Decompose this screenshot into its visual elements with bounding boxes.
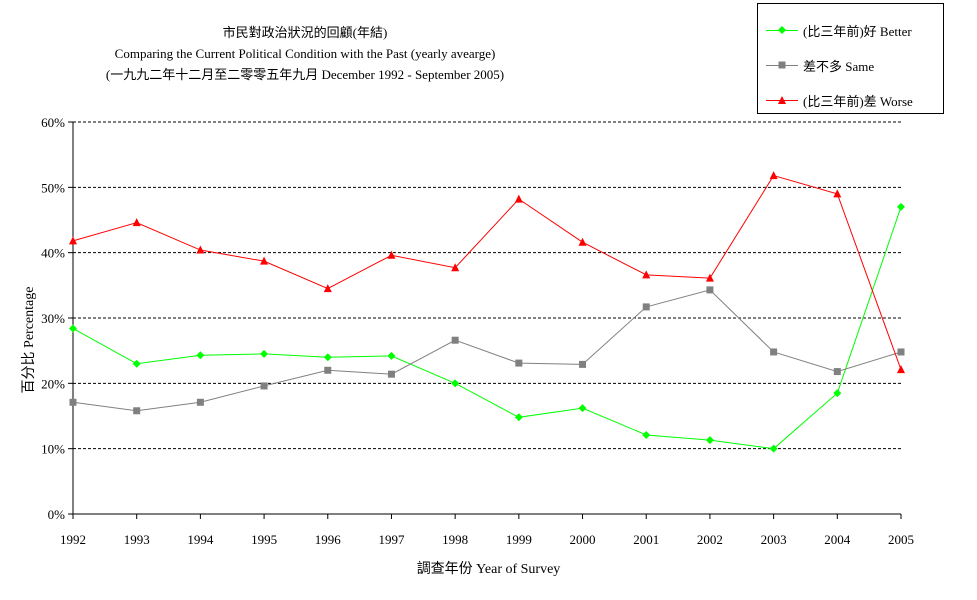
series-line: [72, 206, 902, 450]
series-diamond: [69, 202, 905, 453]
legend-symbol-better: [766, 24, 798, 36]
data-point: [69, 324, 77, 333]
data-point: [770, 348, 778, 356]
data-point: [387, 351, 396, 360]
data-point: [324, 366, 332, 374]
y-tick-label: 10%: [41, 442, 65, 457]
legend-label-better: (比三年前)好 Better: [803, 23, 912, 39]
chart-title: 市民對政治狀況的回顧(年結) Comparing the Current Pol…: [106, 22, 504, 85]
x-axis-label-text: 調查年份 Year of Survey: [416, 562, 561, 577]
series-line: [72, 174, 902, 370]
data-point: [260, 349, 269, 358]
data-point: [260, 256, 269, 265]
data-point: [833, 189, 842, 198]
data-point: [642, 303, 650, 311]
data-point: [387, 250, 396, 259]
data-point: [196, 398, 204, 406]
data-point: [705, 273, 714, 282]
chart-title-line-1: 市民對政治狀況的回顧(年結): [222, 25, 388, 40]
series-line: [72, 289, 902, 412]
series-triangle: [69, 171, 905, 374]
x-tick-labels: 1992 1993 1994 1995 1996 1997 1998 1999 2000 2001…: [60, 532, 914, 547]
data-point: [769, 171, 778, 180]
axes: [68, 121, 902, 519]
y-axis-label: 百分比 Percentage: [22, 286, 37, 394]
data-point: [578, 404, 587, 413]
data-point: [387, 370, 395, 378]
data-point: [578, 237, 587, 246]
data-point: [514, 194, 523, 203]
data-point: [260, 382, 268, 390]
data-point: [132, 359, 141, 368]
x-tick-label: 2003: [761, 532, 787, 547]
x-tick-label: 1995: [251, 532, 277, 547]
data-point: [833, 389, 842, 398]
x-tick-label: 2004: [824, 532, 851, 547]
x-tick-label: 1999: [506, 532, 532, 547]
chart-title-line-3: (一九九二年十二月至二零零五年九月 December 1992 - Septem…: [105, 67, 505, 82]
series-square: [69, 286, 905, 415]
legend-symbol-same: [766, 59, 798, 71]
x-tick-label: 1993: [124, 532, 150, 547]
data-point: [897, 365, 905, 374]
data-point: [133, 407, 141, 415]
data-point: [514, 413, 523, 422]
data-point: [897, 202, 905, 211]
data-point: [579, 360, 587, 368]
x-tick-label: 1994: [187, 532, 214, 547]
data-point: [897, 348, 905, 356]
x-tick-label: 2001: [633, 532, 659, 547]
data-point: [69, 236, 77, 245]
data-point: [132, 218, 141, 227]
y-tick-label: 40%: [41, 246, 65, 261]
data-point: [323, 353, 332, 362]
data-point: [706, 286, 714, 294]
x-tick-label: 2005: [888, 532, 914, 547]
x-tick-label: 1992: [60, 532, 86, 547]
data-point: [705, 436, 714, 445]
x-tick-label: 1997: [378, 532, 405, 547]
x-tick-label: 1998: [442, 532, 468, 547]
data-point: [196, 351, 205, 360]
x-tick-label: 2002: [697, 532, 723, 547]
data-point: [769, 444, 778, 453]
y-tick-label: 50%: [41, 180, 65, 195]
data-point: [833, 368, 841, 376]
data-point: [323, 284, 332, 293]
data-point: [451, 379, 460, 388]
y-tick-label: 20%: [41, 376, 65, 391]
y-tick-labels: 0% 10% 20% 30% 40% 50% 60%: [41, 115, 65, 522]
data-point: [196, 245, 205, 254]
legend-item-better: (比三年前)好 Better: [766, 20, 912, 40]
legend-item-worse: (比三年前)差 Worse: [766, 90, 913, 110]
x-axis-label: 調查年份 Year of Survey: [0, 558, 977, 578]
data-point: [69, 398, 77, 406]
legend-label-worse: (比三年前)差 Worse: [803, 93, 913, 109]
gridlines: [73, 121, 901, 450]
chart-title-line-2: Comparing the Current Political Conditio…: [114, 46, 496, 61]
x-tick-label: 1996: [315, 532, 342, 547]
legend-label-same: 差不多 Same: [803, 58, 875, 74]
y-tick-label: 0%: [48, 507, 66, 522]
data-point: [642, 430, 651, 439]
x-tick-label: 2000: [570, 532, 596, 547]
chart-legend: (比三年前)好 Better 差不多 Same (比三年前)差 Worse: [757, 3, 944, 114]
data-point: [642, 270, 651, 279]
data-point: [451, 336, 459, 344]
data-point: [451, 263, 460, 272]
y-tick-label: 30%: [41, 311, 65, 326]
data-point: [515, 359, 523, 367]
y-tick-label: 60%: [41, 115, 65, 130]
series-lines: [69, 171, 905, 453]
legend-item-same: 差不多 Same: [766, 55, 874, 75]
legend-symbol-worse: [766, 94, 798, 106]
